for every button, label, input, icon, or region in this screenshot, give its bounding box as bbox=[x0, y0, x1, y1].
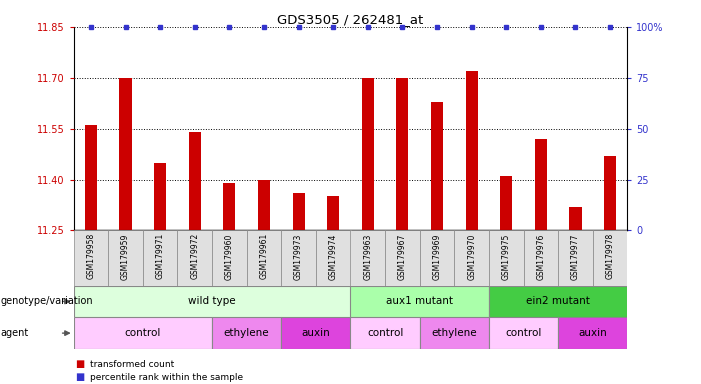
Bar bbox=[177, 230, 212, 286]
Bar bbox=[454, 230, 489, 286]
Text: ■: ■ bbox=[75, 359, 84, 369]
Bar bbox=[350, 230, 385, 286]
Bar bbox=[224, 183, 236, 230]
Text: agent: agent bbox=[1, 328, 29, 338]
Bar bbox=[154, 162, 166, 230]
Bar bbox=[489, 230, 524, 286]
Bar bbox=[281, 230, 316, 286]
Text: GSM179972: GSM179972 bbox=[190, 233, 199, 280]
Bar bbox=[535, 139, 547, 230]
Bar bbox=[143, 230, 177, 286]
Text: percentile rank within the sample: percentile rank within the sample bbox=[90, 373, 243, 382]
Bar bbox=[489, 286, 627, 317]
Text: GSM179959: GSM179959 bbox=[121, 233, 130, 280]
Bar bbox=[385, 230, 420, 286]
Text: genotype/variation: genotype/variation bbox=[1, 296, 93, 306]
Text: control: control bbox=[505, 328, 542, 338]
Text: GSM179974: GSM179974 bbox=[329, 233, 338, 280]
Text: ■: ■ bbox=[75, 372, 84, 382]
Bar bbox=[212, 317, 281, 349]
Text: control: control bbox=[367, 328, 403, 338]
Text: GSM179960: GSM179960 bbox=[225, 233, 234, 280]
Text: GSM179961: GSM179961 bbox=[259, 233, 268, 280]
Text: aux1 mutant: aux1 mutant bbox=[386, 296, 454, 306]
Bar bbox=[524, 230, 558, 286]
Bar bbox=[189, 132, 200, 230]
Text: control: control bbox=[125, 328, 161, 338]
Bar bbox=[85, 125, 97, 230]
Bar bbox=[420, 317, 489, 349]
Bar bbox=[119, 78, 132, 230]
Bar bbox=[420, 230, 454, 286]
Bar bbox=[281, 317, 350, 349]
Bar bbox=[593, 230, 627, 286]
Bar bbox=[74, 317, 212, 349]
Bar bbox=[501, 176, 512, 230]
Bar bbox=[292, 193, 305, 230]
Bar bbox=[431, 101, 443, 230]
Text: GSM179976: GSM179976 bbox=[536, 233, 545, 280]
Bar bbox=[569, 207, 582, 230]
Text: GSM179978: GSM179978 bbox=[606, 233, 615, 280]
Text: ethylene: ethylene bbox=[224, 328, 269, 338]
Bar bbox=[74, 230, 108, 286]
Text: GSM179973: GSM179973 bbox=[294, 233, 303, 280]
Text: ein2 mutant: ein2 mutant bbox=[526, 296, 590, 306]
Bar bbox=[558, 317, 627, 349]
Text: GSM179958: GSM179958 bbox=[86, 233, 95, 280]
Text: auxin: auxin bbox=[301, 328, 330, 338]
Bar bbox=[247, 230, 281, 286]
Bar bbox=[465, 71, 477, 230]
Text: GSM179971: GSM179971 bbox=[156, 233, 165, 280]
Title: GDS3505 / 262481_at: GDS3505 / 262481_at bbox=[278, 13, 423, 26]
Bar bbox=[212, 230, 247, 286]
Bar bbox=[327, 197, 339, 230]
Bar bbox=[350, 286, 489, 317]
Text: wild type: wild type bbox=[189, 296, 236, 306]
Bar bbox=[558, 230, 593, 286]
Bar bbox=[316, 230, 350, 286]
Bar bbox=[489, 317, 558, 349]
Bar bbox=[604, 156, 616, 230]
Bar bbox=[362, 78, 374, 230]
Text: transformed count: transformed count bbox=[90, 361, 175, 369]
Text: GSM179963: GSM179963 bbox=[363, 233, 372, 280]
Text: GSM179969: GSM179969 bbox=[433, 233, 442, 280]
Text: auxin: auxin bbox=[578, 328, 607, 338]
Text: GSM179975: GSM179975 bbox=[502, 233, 511, 280]
Text: GSM179967: GSM179967 bbox=[398, 233, 407, 280]
Text: ethylene: ethylene bbox=[432, 328, 477, 338]
Bar bbox=[350, 317, 420, 349]
Bar bbox=[74, 286, 351, 317]
Text: GSM179977: GSM179977 bbox=[571, 233, 580, 280]
Text: GSM179970: GSM179970 bbox=[467, 233, 476, 280]
Bar bbox=[258, 179, 270, 230]
Bar bbox=[108, 230, 143, 286]
Bar bbox=[396, 78, 409, 230]
